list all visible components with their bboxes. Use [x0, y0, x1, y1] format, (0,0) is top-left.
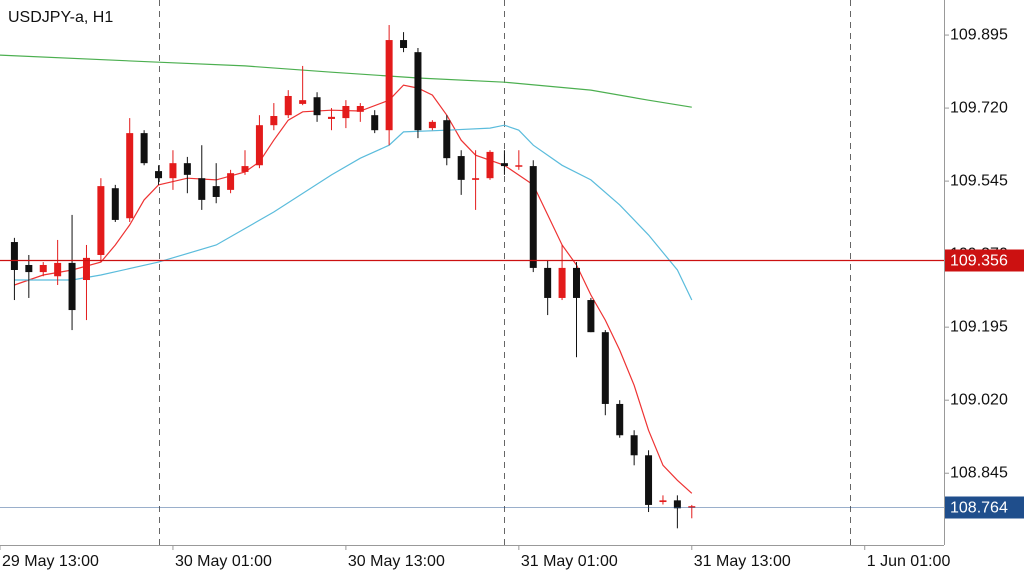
price-label: 108.764 — [950, 500, 1008, 517]
price-label-box — [945, 249, 1024, 272]
x-tick-label: 30 May 13:00 — [348, 553, 445, 570]
price-label-box — [945, 496, 1024, 519]
x-tick-label: 31 May 01:00 — [521, 553, 618, 570]
candle-body — [486, 151, 494, 179]
y-tick-label: 109.020 — [950, 391, 1008, 408]
candle-body — [544, 267, 552, 298]
x-tick-label: 30 May 01:00 — [175, 553, 272, 570]
candle-body — [572, 267, 580, 298]
candle-body — [659, 500, 667, 503]
candle-body — [255, 125, 263, 166]
candle-body — [457, 156, 465, 180]
candle-body — [529, 166, 537, 268]
candle-body — [169, 163, 177, 179]
candle-body — [587, 300, 595, 333]
candle-body — [400, 40, 408, 48]
candle-body — [385, 40, 393, 131]
candle-body — [25, 264, 33, 273]
candle-body — [140, 133, 148, 164]
candle-body — [313, 97, 321, 116]
candle-body — [155, 171, 163, 179]
candle-body — [342, 105, 350, 119]
x-tick-label: 31 May 13:00 — [694, 553, 791, 570]
candle-body — [645, 455, 653, 505]
candle-body — [183, 163, 191, 175]
candle-body — [241, 166, 249, 172]
moving-average — [14, 84, 693, 494]
chart-title: USDJPY-a, H1 — [8, 9, 113, 26]
candle-body — [10, 242, 18, 270]
candle-body — [54, 262, 62, 277]
candle-body — [198, 178, 206, 200]
candle-body — [111, 188, 119, 220]
y-tick-label: 108.845 — [950, 464, 1008, 481]
x-tick-label: 29 May 13:00 — [2, 553, 99, 570]
y-tick-label: 109.895 — [950, 26, 1008, 43]
candle-body — [688, 506, 696, 508]
candle-body — [126, 133, 134, 219]
candle-body — [515, 165, 523, 167]
candle-body — [371, 115, 379, 131]
candle-body — [39, 264, 47, 273]
candle-body — [212, 186, 220, 197]
candle-body — [472, 178, 480, 180]
candle-body — [558, 267, 566, 298]
y-tick-label: 109.195 — [950, 318, 1008, 335]
candle-body — [299, 100, 307, 104]
candle-body — [82, 257, 90, 281]
price-label: 109.356 — [950, 253, 1008, 270]
candle-body — [601, 332, 609, 404]
candle-body — [68, 262, 76, 311]
candle-body — [616, 403, 624, 436]
candle-body — [270, 116, 278, 126]
candle-body — [227, 173, 235, 190]
candle-body — [327, 116, 335, 119]
candle-body — [500, 163, 508, 167]
candle-body — [356, 105, 364, 112]
candle-body — [284, 95, 292, 116]
candle-body — [443, 120, 451, 159]
candle-body — [97, 186, 105, 255]
candle-body — [630, 435, 638, 456]
y-tick-label: 109.720 — [950, 99, 1008, 116]
candle-body — [414, 52, 422, 131]
candle-body — [428, 121, 436, 129]
x-tick-label: 1 Jun 01:00 — [867, 553, 951, 570]
y-tick-label: 109.545 — [950, 172, 1008, 189]
candle-body — [673, 500, 681, 509]
